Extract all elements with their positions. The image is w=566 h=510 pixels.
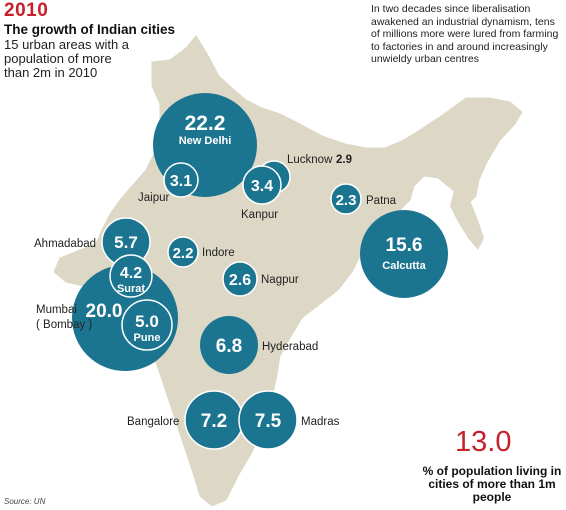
city-kanpur: 3.4 Kanpur [241, 165, 282, 221]
urban-share-label: % of population living in cities of more… [422, 464, 562, 504]
pune-value: 5.0 [135, 312, 159, 331]
indore-label: Indore [202, 247, 235, 259]
nagpur-value: 2.6 [229, 272, 251, 289]
mumbai-label-alt: ( Bombay ) [36, 319, 92, 331]
city-surat: 4.2 Surat [109, 254, 153, 298]
pune-name: Pune [134, 332, 161, 344]
jaipur-value: 3.1 [170, 173, 192, 190]
new-delhi-value: 22.2 [185, 112, 226, 135]
new-delhi-name: New Delhi [179, 135, 232, 147]
urban-share-value: 13.0 [455, 426, 512, 458]
patna-value: 2.3 [336, 192, 357, 209]
surat-name: Surat [117, 283, 145, 295]
intro-text: In two decades since liberalisation awak… [371, 3, 559, 65]
calcutta-name: Calcutta [382, 260, 426, 272]
city-pune: 5.0 Pune [121, 299, 173, 351]
page-subtitle: 15 urban areas with a population of more… [4, 37, 130, 80]
city-ahmadabad: 5.7 Ahmadabad [34, 217, 151, 267]
bangalore-label: Bangalore [127, 416, 179, 428]
city-nagpur: 2.6 Nagpur [222, 261, 299, 297]
indore-value: 2.2 [173, 245, 194, 262]
patna-label: Patna [366, 195, 397, 207]
city-jaipur: 3.1 Jaipur [138, 162, 199, 204]
year-heading: 2010 [4, 0, 49, 21]
city-hyderabad: 6.8 Hyderabad [200, 316, 318, 374]
hyderabad-value: 6.8 [216, 336, 242, 357]
lucknow-label: Lucknow [287, 154, 333, 166]
city-indore: 2.2 Indore [167, 236, 235, 268]
city-madras: 7.5 Madras [238, 390, 340, 450]
jaipur-label: Jaipur [138, 192, 169, 204]
ahmadabad-label: Ahmadabad [34, 238, 96, 250]
kanpur-value: 3.4 [251, 178, 273, 195]
bangalore-value: 7.2 [201, 411, 227, 432]
city-patna: 2.3 Patna [330, 183, 397, 215]
city-calcutta: 15.6 Calcutta [360, 210, 448, 298]
page-title: The growth of Indian cities [4, 22, 176, 37]
kanpur-label: Kanpur [241, 209, 278, 221]
mumbai-value: 20.0 [86, 301, 123, 322]
hyderabad-label: Hyderabad [262, 341, 318, 353]
source-note: Source: UN [4, 497, 46, 506]
nagpur-label: Nagpur [261, 274, 299, 286]
madras-label: Madras [301, 416, 340, 428]
mumbai-label: Mumbai [36, 304, 77, 316]
surat-value: 4.2 [120, 265, 142, 282]
ahmadabad-value: 5.7 [114, 233, 138, 252]
calcutta-value: 15.6 [386, 235, 423, 256]
madras-value: 7.5 [255, 411, 282, 432]
lucknow-value: 2.9 [336, 154, 352, 166]
northeast-landmass [450, 190, 484, 250]
